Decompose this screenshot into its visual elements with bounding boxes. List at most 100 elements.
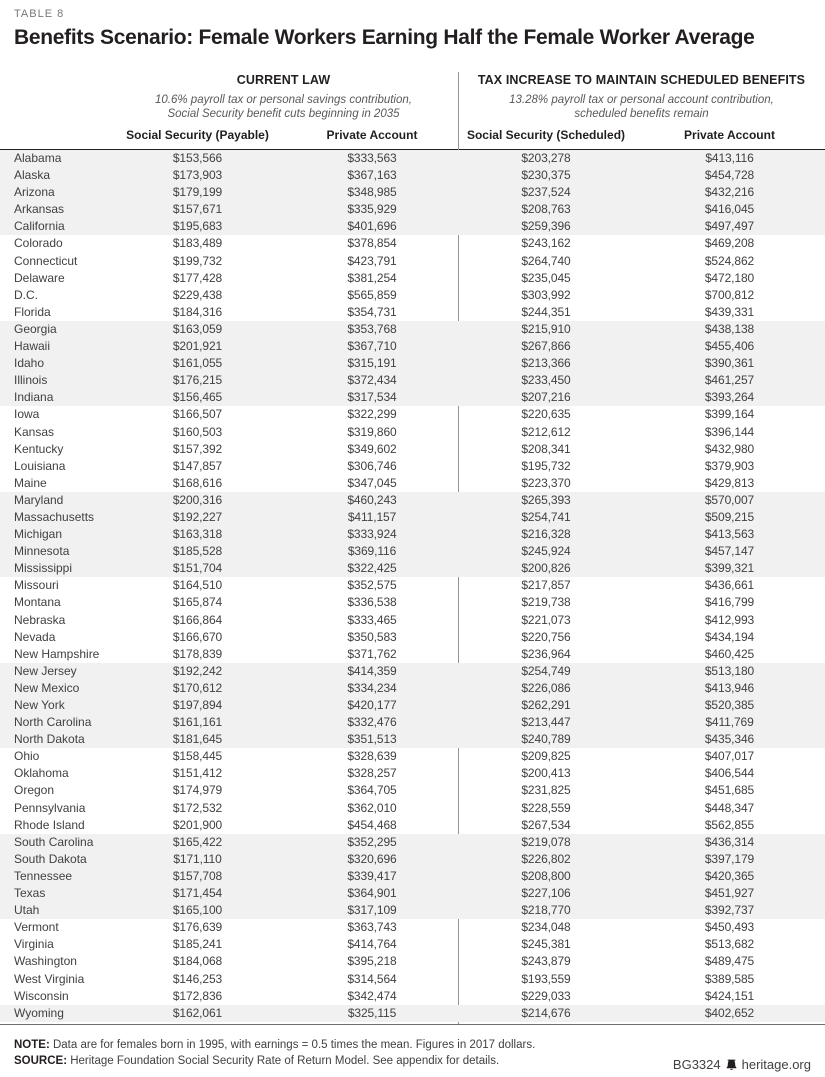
- private-account-current-value: $333,924: [347, 527, 397, 542]
- ss-payable-value: $165,100: [172, 903, 223, 918]
- ss-payable-value: $162,061: [172, 1005, 223, 1020]
- state-name: Montana: [14, 595, 61, 610]
- private-account-tax-value: $435,346: [704, 732, 755, 747]
- table-bottom-rule: [0, 1024, 825, 1025]
- private-account-tax-value: $412,993: [704, 612, 755, 627]
- ss-payable-value: $153,566: [172, 151, 223, 165]
- ss-scheduled-value: $259,396: [521, 219, 571, 234]
- private-account-current-value: $352,295: [347, 834, 397, 849]
- state-name: Delaware: [14, 270, 65, 285]
- ss-scheduled-value: $235,045: [521, 270, 571, 285]
- ss-scheduled-value: $226,086: [521, 680, 571, 695]
- state-name: Indiana: [14, 390, 54, 405]
- state-name: North Dakota: [14, 732, 85, 747]
- ss-scheduled-value: $208,763: [521, 202, 571, 217]
- note-text: Data are for females born in 1995, with …: [49, 1039, 536, 1051]
- private-account-tax-value: $455,406: [704, 339, 755, 354]
- ss-payable-value: $185,528: [172, 544, 223, 559]
- ss-scheduled-value: $227,106: [521, 886, 571, 901]
- col-header-ss-scheduled: Social Security (Scheduled): [466, 128, 626, 142]
- private-account-current-value: $372,434: [347, 373, 397, 388]
- col-header-ss-payable: Social Security (Payable): [126, 128, 269, 142]
- private-account-current-value: $420,177: [347, 698, 397, 712]
- private-account-tax-value: $399,321: [704, 561, 755, 576]
- ss-scheduled-value: $217,857: [521, 578, 571, 593]
- private-account-tax-value: $457,147: [704, 544, 755, 559]
- ss-payable-value: $200,316: [172, 492, 223, 507]
- state-name: West Virginia: [14, 971, 85, 986]
- private-account-current-value: $351,513: [347, 732, 397, 747]
- table-row: Louisiana $147,857 $306,746 $195,732 $37…: [0, 458, 825, 475]
- state-name: Mississippi: [14, 561, 73, 576]
- table-row: Montana $165,874 $336,538 $219,738 $416,…: [0, 594, 825, 611]
- ss-scheduled-value: $264,740: [521, 253, 571, 268]
- table-row: Hawaii $201,921 $367,710 $267,866 $455,4…: [0, 338, 825, 356]
- private-account-tax-value: $460,425: [704, 646, 755, 661]
- ss-scheduled-value: $226,802: [521, 851, 571, 866]
- ss-scheduled-value: $193,559: [521, 971, 571, 986]
- private-account-tax-value: $469,208: [704, 236, 755, 251]
- private-account-current-value: $363,743: [347, 920, 397, 935]
- table-row: Arkansas $157,671 $335,929 $208,763 $416…: [0, 201, 825, 219]
- state-name: New Hampshire: [14, 646, 100, 661]
- private-account-current-value: $319,860: [347, 424, 397, 439]
- state-name: Oklahoma: [14, 766, 69, 781]
- ss-scheduled-value: $236,964: [521, 646, 571, 661]
- ss-payable-value: $170,612: [172, 680, 223, 695]
- private-account-tax-value: $451,685: [704, 783, 755, 798]
- ss-payable-value: $166,864: [172, 612, 223, 627]
- table-row: Tennessee $157,708 $339,417 $208,800 $42…: [0, 867, 825, 886]
- private-account-current-value: $369,116: [347, 544, 397, 559]
- state-name: Alaska: [14, 168, 51, 183]
- table-row: Maine $168,616 $347,045 $223,370 $429,81…: [0, 475, 825, 492]
- ss-payable-value: $171,454: [172, 886, 223, 901]
- ss-scheduled-value: $254,741: [521, 509, 571, 524]
- table-row: South Dakota $171,110 $320,696 $226,802 …: [0, 850, 825, 868]
- private-account-tax-value: $438,138: [704, 321, 755, 336]
- state-name: Missouri: [14, 578, 59, 593]
- ss-scheduled-value: $267,866: [521, 339, 571, 354]
- ss-payable-value: $199,732: [172, 253, 223, 268]
- group-subtitle-current-law: 10.6% payroll tax or personal savings co…: [109, 94, 458, 121]
- ss-scheduled-value: $233,450: [521, 373, 571, 388]
- private-account-current-value: $328,639: [347, 749, 397, 764]
- private-account-current-value: $322,299: [347, 407, 397, 422]
- ss-scheduled-value: $245,924: [521, 544, 571, 559]
- ss-scheduled-value: $208,341: [521, 441, 571, 456]
- private-account-current-value: $411,157: [347, 509, 397, 524]
- state-name: Illinois: [14, 373, 48, 388]
- ss-scheduled-value: $220,635: [521, 407, 571, 422]
- ss-scheduled-value: $221,073: [521, 612, 571, 627]
- table-row: California $195,683 $401,696 $259,396 $4…: [0, 218, 825, 236]
- ss-payable-value: $171,110: [173, 851, 222, 866]
- table-row: Wisconsin $172,836 $342,474 $229,033 $42…: [0, 988, 825, 1005]
- state-name: D.C.: [14, 287, 38, 302]
- column-headers-row: Social Security (Payable) Private Accoun…: [0, 128, 825, 142]
- ss-payable-value: $157,392: [172, 441, 223, 456]
- ss-payable-value: $168,616: [172, 475, 223, 490]
- header-rule: [0, 149, 825, 150]
- table-row: Connecticut $199,732 $423,791 $264,740 $…: [0, 253, 825, 270]
- private-account-current-value: $364,705: [347, 783, 397, 798]
- ss-payable-value: $163,318: [172, 527, 223, 542]
- state-name: Florida: [14, 304, 51, 319]
- ss-scheduled-value: $213,447: [521, 715, 571, 730]
- private-account-current-value: $454,468: [347, 817, 397, 832]
- ss-scheduled-value: $228,559: [521, 800, 571, 815]
- state-name: Utah: [14, 903, 40, 918]
- ss-payable-value: $166,507: [172, 407, 223, 422]
- table-row: Kansas $160,503 $319,860 $212,612 $396,1…: [0, 424, 825, 441]
- private-account-current-value: $362,010: [347, 800, 397, 815]
- state-column-header: [0, 128, 109, 142]
- private-account-tax-value: $497,497: [704, 219, 755, 234]
- private-account-current-value: $350,583: [347, 629, 397, 644]
- state-name: Iowa: [14, 407, 40, 422]
- ss-payable-value: $151,412: [172, 766, 223, 781]
- ss-payable-value: $165,422: [172, 834, 223, 849]
- private-account-tax-value: $416,045: [704, 202, 755, 217]
- private-account-current-value: $332,476: [347, 715, 397, 730]
- table-row: Maryland $200,316 $460,243 $265,393 $570…: [0, 491, 825, 509]
- ss-scheduled-value: $213,366: [521, 356, 571, 371]
- ss-scheduled-value: $208,800: [521, 868, 571, 883]
- ss-payable-value: $163,059: [172, 321, 223, 336]
